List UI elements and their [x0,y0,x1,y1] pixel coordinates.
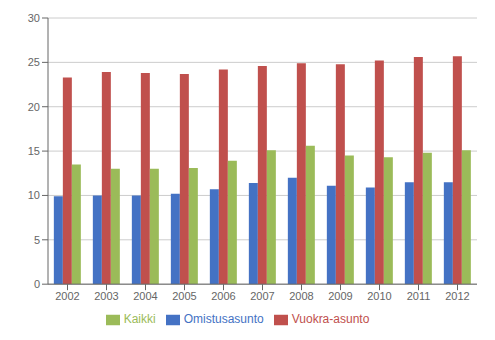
svg-text:2007: 2007 [250,290,274,302]
svg-text:15: 15 [28,145,40,157]
html-text:Vuokra-asunto: Vuokra-asunto [291,312,370,327]
svg-text:5: 5 [34,234,40,246]
svg-text:25: 25 [28,56,40,68]
html-text:Omistusasunto: Omistusasunto [183,312,264,327]
svg-text:30: 30 [28,12,40,24]
svg-text:2004: 2004 [133,290,157,302]
svg-text:2012: 2012 [445,290,469,302]
svg-text:2002: 2002 [55,290,79,302]
svg-text:10: 10 [28,189,40,201]
svg-text:2011: 2011 [407,290,431,302]
svg-text:2005: 2005 [172,290,196,302]
svg-text:2008: 2008 [289,290,313,302]
svg-text:2003: 2003 [94,290,118,302]
svg-text:20: 20 [28,101,40,113]
svg-text:2010: 2010 [367,290,391,302]
svg-text:2009: 2009 [328,290,352,302]
html-text:Kaikki: Kaikki [123,312,156,327]
svg-text:2006: 2006 [211,290,235,302]
svg-text:0: 0 [34,278,40,290]
